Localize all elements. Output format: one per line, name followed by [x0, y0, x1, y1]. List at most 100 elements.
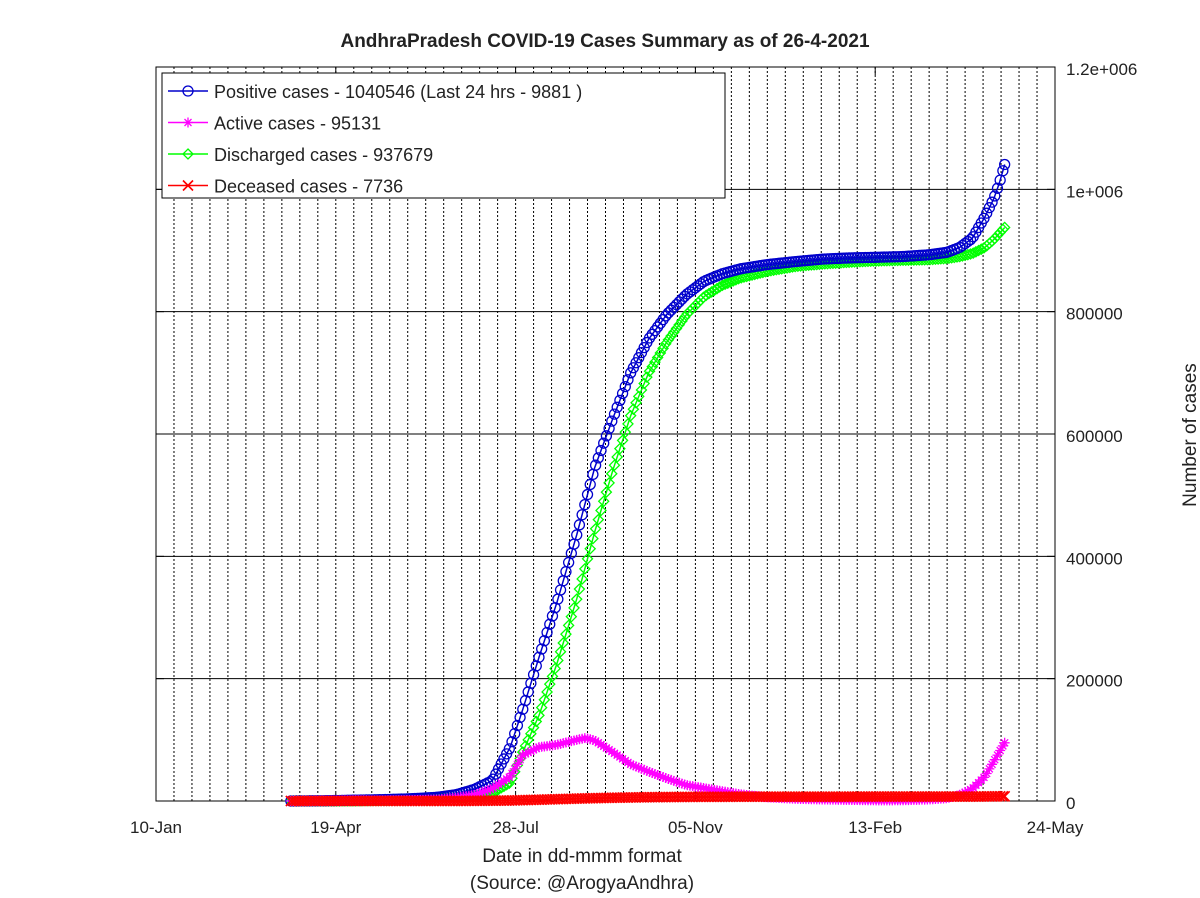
data-point-marker — [520, 748, 531, 759]
data-point-marker — [619, 380, 631, 393]
data-point-marker — [962, 785, 973, 796]
data-point-marker — [762, 791, 774, 803]
data-point-marker — [781, 791, 793, 803]
x-tick-label: 13-Feb — [848, 818, 902, 837]
legend-entry: Active cases - 95131 — [168, 114, 381, 134]
x-tick-label: 10-Jan — [130, 818, 182, 837]
y-tick-label: 600000 — [1066, 427, 1123, 446]
data-point-marker — [878, 791, 890, 803]
data-point-marker — [592, 452, 604, 464]
data-point-marker — [587, 792, 599, 804]
data-point-marker — [881, 791, 893, 803]
data-point-marker — [732, 791, 745, 803]
data-point-marker — [919, 791, 931, 803]
data-point-marker — [592, 792, 604, 804]
data-point-marker — [579, 498, 591, 511]
data-point-marker — [714, 791, 726, 803]
x-tick-label: 24-May — [1027, 818, 1084, 837]
data-point-marker — [959, 790, 971, 803]
data-point-marker — [749, 791, 761, 803]
data-point-marker — [671, 776, 682, 787]
data-point-marker — [589, 522, 602, 535]
legend-label: Positive cases - 1040546 (Last 24 hrs - … — [214, 82, 582, 102]
data-point-marker — [999, 790, 1011, 802]
data-point-marker — [412, 795, 424, 807]
data-point-marker — [768, 791, 780, 803]
data-point-marker — [595, 504, 607, 517]
data-point-marker — [970, 790, 982, 803]
data-point-marker — [673, 791, 685, 803]
data-point-marker — [751, 791, 763, 803]
data-point-marker — [576, 509, 588, 521]
data-point-marker — [535, 701, 548, 714]
data-point-marker — [932, 791, 944, 803]
data-point-marker — [590, 736, 601, 747]
data-point-marker — [600, 430, 613, 442]
data-point-marker — [360, 795, 372, 807]
legend-label: Active cases - 95131 — [214, 114, 381, 134]
data-point-marker — [525, 746, 536, 757]
data-point-marker — [398, 795, 410, 807]
data-point-marker — [676, 791, 688, 803]
data-point-marker — [566, 736, 577, 747]
data-point-marker — [989, 790, 1001, 802]
data-point-marker — [474, 788, 485, 799]
data-point-marker — [997, 165, 1009, 177]
data-point-marker — [570, 593, 583, 606]
data-point-marker — [622, 374, 634, 386]
data-point-marker — [989, 190, 1001, 202]
data-point-marker — [951, 791, 963, 803]
data-point-marker — [838, 791, 850, 803]
data-point-marker — [870, 791, 882, 803]
data-point-marker — [331, 795, 343, 807]
grid — [156, 67, 1055, 801]
data-point-marker — [687, 791, 699, 803]
data-point-marker — [569, 735, 580, 746]
x-tick-label: 19-Apr — [310, 818, 361, 837]
data-point-marker — [509, 763, 520, 774]
data-point-marker — [986, 196, 998, 208]
chart-title: AndhraPradesh COVID-19 Cases Summary as … — [340, 31, 869, 52]
data-point-marker — [603, 422, 615, 435]
data-point-marker — [964, 248, 977, 260]
data-point-marker — [967, 790, 979, 803]
data-point-marker — [487, 795, 499, 807]
data-point-marker — [646, 360, 659, 373]
data-point-marker — [600, 486, 613, 499]
data-point-marker — [576, 573, 589, 585]
data-point-marker — [585, 734, 596, 745]
data-point-marker — [531, 743, 542, 754]
data-point-marker — [784, 791, 796, 803]
data-point-marker — [973, 790, 985, 803]
data-point-marker — [428, 795, 440, 807]
data-point-marker — [507, 768, 518, 779]
data-point-marker — [293, 795, 305, 807]
data-point-marker — [503, 743, 515, 755]
data-point-marker — [576, 792, 588, 805]
data-point-marker — [978, 212, 990, 225]
data-point-marker — [997, 790, 1009, 802]
data-point-marker — [862, 791, 874, 803]
data-point-marker — [341, 795, 354, 807]
data-point-marker — [649, 768, 660, 779]
data-point-marker — [684, 791, 696, 803]
legend-label: Deceased cases - 7736 — [214, 177, 403, 197]
data-point-marker — [986, 790, 998, 802]
data-point-marker — [676, 778, 687, 789]
data-point-marker — [538, 635, 551, 647]
data-point-marker — [382, 795, 394, 807]
data-point-marker — [482, 795, 494, 807]
data-point-marker — [363, 795, 375, 807]
data-point-marker — [560, 628, 572, 641]
data-point-marker — [999, 737, 1010, 748]
y-tick-label: 400000 — [1066, 549, 1123, 568]
data-point-marker — [743, 791, 755, 803]
data-point-marker — [846, 791, 858, 803]
data-point-marker — [314, 795, 327, 807]
data-point-marker — [652, 770, 663, 781]
data-point-marker — [848, 791, 861, 803]
data-point-marker — [565, 610, 578, 623]
data-point-marker — [617, 792, 629, 804]
data-point-marker — [667, 326, 680, 339]
data-point-marker — [835, 791, 847, 803]
